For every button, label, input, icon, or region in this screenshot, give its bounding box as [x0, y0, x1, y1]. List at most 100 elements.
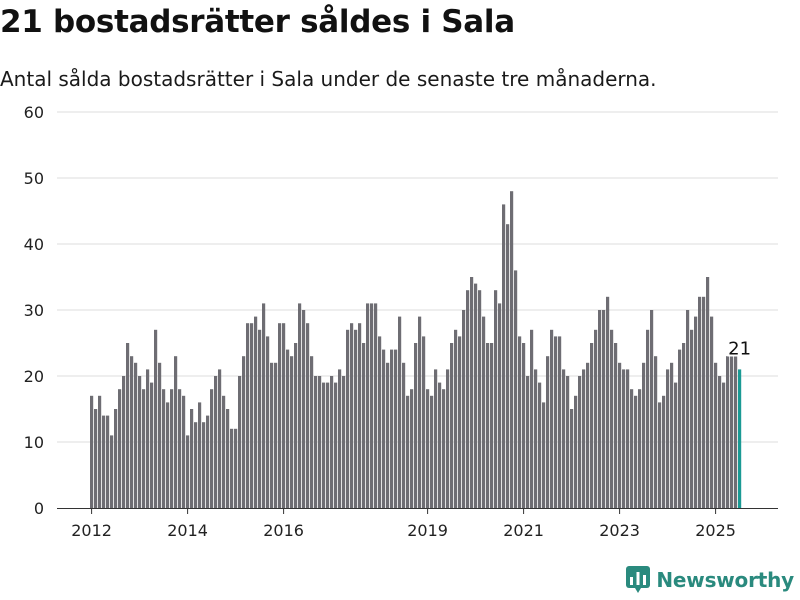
x-tick-label: 2021	[503, 521, 544, 540]
bar	[714, 362, 718, 508]
bar	[586, 362, 590, 508]
bar	[290, 356, 294, 508]
bar	[350, 323, 354, 508]
bar	[510, 191, 514, 508]
bar	[230, 428, 234, 508]
bar	[526, 376, 530, 508]
bar	[286, 349, 290, 508]
bar	[254, 316, 258, 508]
bar	[690, 329, 694, 508]
bar	[694, 316, 698, 508]
bar	[630, 389, 634, 508]
bar	[494, 290, 498, 508]
bar	[370, 303, 374, 508]
bar	[702, 296, 706, 508]
y-tick-label: 0	[34, 499, 44, 518]
bar	[94, 409, 98, 508]
bar	[250, 323, 254, 508]
bar	[618, 362, 622, 508]
bar	[730, 356, 734, 508]
bar	[406, 395, 410, 508]
y-tick-label: 40	[24, 235, 44, 254]
bar	[194, 422, 198, 508]
bar	[622, 369, 626, 508]
bar	[386, 362, 390, 508]
bar	[562, 369, 566, 508]
bar	[490, 343, 494, 508]
bar	[578, 376, 582, 508]
bar	[302, 310, 306, 508]
bar	[234, 428, 238, 508]
bar	[598, 310, 602, 508]
bar	[266, 336, 270, 508]
bar	[238, 376, 242, 508]
bar	[646, 329, 650, 508]
bar	[430, 395, 434, 508]
bar	[426, 389, 430, 508]
bar	[282, 323, 286, 508]
bar	[90, 395, 94, 508]
bar	[558, 336, 562, 508]
bar	[118, 389, 122, 508]
bar	[122, 376, 126, 508]
bar	[274, 362, 278, 508]
bar	[358, 323, 362, 508]
bar	[398, 316, 402, 508]
bar	[662, 395, 666, 508]
bar	[294, 343, 298, 508]
bar	[518, 336, 522, 508]
bar	[150, 382, 154, 508]
bar	[554, 336, 558, 508]
bar	[590, 343, 594, 508]
bar	[270, 362, 274, 508]
bar	[482, 316, 486, 508]
bar	[542, 402, 546, 508]
y-tick-label: 30	[24, 301, 44, 320]
bar	[626, 369, 630, 508]
bar	[278, 323, 282, 508]
bar	[166, 402, 170, 508]
bar	[470, 277, 474, 508]
bar	[474, 283, 478, 508]
bar	[394, 349, 398, 508]
bar	[262, 303, 266, 508]
brand-logo: Newsworthy	[626, 566, 794, 594]
bar	[162, 389, 166, 508]
bar	[102, 415, 106, 508]
bar	[614, 343, 618, 508]
bar	[734, 356, 738, 508]
bar	[114, 409, 118, 508]
x-tick-label: 2023	[599, 521, 640, 540]
bar	[298, 303, 302, 508]
bar	[722, 382, 726, 508]
bar	[594, 329, 598, 508]
bar	[410, 389, 414, 508]
bar	[330, 376, 334, 508]
bar	[218, 369, 222, 508]
bar	[322, 382, 326, 508]
bar	[458, 336, 462, 508]
chart-title: 21 bostadsrätter såldes i Sala	[0, 4, 515, 40]
bar	[338, 369, 342, 508]
bar	[454, 329, 458, 508]
bar	[326, 382, 330, 508]
bar	[210, 389, 214, 508]
bar	[242, 356, 246, 508]
bar	[678, 349, 682, 508]
y-tick-label: 10	[24, 433, 44, 452]
bar	[534, 369, 538, 508]
bar	[246, 323, 250, 508]
bar	[486, 343, 490, 508]
bar	[138, 376, 142, 508]
bar	[670, 362, 674, 508]
bar	[698, 296, 702, 508]
bar	[402, 362, 406, 508]
bar	[414, 343, 418, 508]
bar	[650, 310, 654, 508]
bar	[154, 329, 158, 508]
x-tick-label: 2012	[71, 521, 112, 540]
bar	[514, 270, 518, 508]
bar	[582, 369, 586, 508]
bar	[314, 376, 318, 508]
